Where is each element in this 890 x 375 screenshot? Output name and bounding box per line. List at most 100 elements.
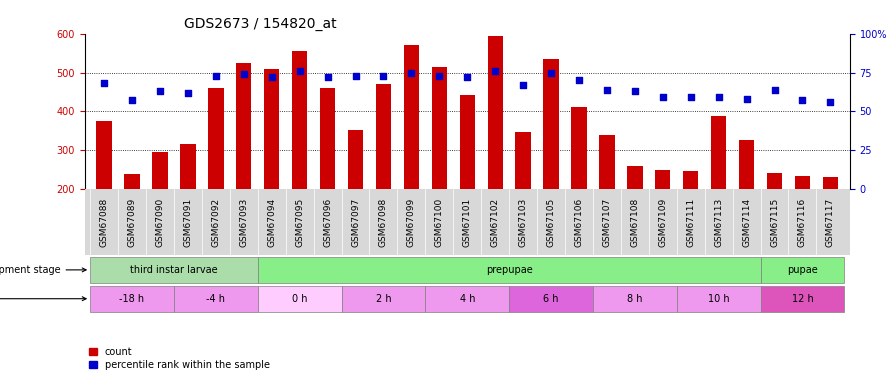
Point <box>181 90 195 96</box>
Text: GSM67102: GSM67102 <box>490 198 499 247</box>
Text: GSM67095: GSM67095 <box>295 198 304 247</box>
Text: GSM67094: GSM67094 <box>267 198 276 247</box>
Point <box>572 77 587 83</box>
Text: GSM67098: GSM67098 <box>379 198 388 247</box>
Point <box>767 87 781 93</box>
FancyBboxPatch shape <box>258 257 761 283</box>
FancyBboxPatch shape <box>676 286 761 312</box>
Point <box>348 73 362 79</box>
Text: GSM67117: GSM67117 <box>826 198 835 247</box>
Bar <box>264 69 279 189</box>
Bar <box>348 130 363 189</box>
FancyBboxPatch shape <box>761 257 845 283</box>
FancyBboxPatch shape <box>761 286 845 312</box>
Bar <box>292 51 307 189</box>
Point <box>600 87 614 93</box>
Text: GSM67101: GSM67101 <box>463 198 472 247</box>
Point <box>684 94 698 100</box>
FancyBboxPatch shape <box>509 286 593 312</box>
Point <box>823 99 837 105</box>
Text: GSM67097: GSM67097 <box>351 198 360 247</box>
Text: 4 h: 4 h <box>459 294 475 304</box>
Text: GSM67111: GSM67111 <box>686 198 695 247</box>
Text: GDS2673 / 154820_at: GDS2673 / 154820_at <box>184 17 336 32</box>
FancyBboxPatch shape <box>258 286 342 312</box>
Bar <box>125 174 140 189</box>
FancyBboxPatch shape <box>90 286 174 312</box>
Text: development stage: development stage <box>0 265 86 275</box>
Text: 10 h: 10 h <box>708 294 730 304</box>
Text: pupae: pupae <box>787 265 818 275</box>
Text: GSM67106: GSM67106 <box>574 198 584 247</box>
Bar <box>515 132 530 189</box>
Bar <box>683 171 699 189</box>
Point <box>376 73 391 79</box>
Point <box>293 68 307 74</box>
FancyBboxPatch shape <box>425 286 509 312</box>
Point <box>237 71 251 77</box>
Bar <box>795 176 810 189</box>
Bar <box>432 67 447 189</box>
Bar <box>599 135 615 189</box>
Legend: count, percentile rank within the sample: count, percentile rank within the sample <box>89 347 270 370</box>
Text: GSM67093: GSM67093 <box>239 198 248 247</box>
Point <box>125 98 139 104</box>
Text: GSM67088: GSM67088 <box>100 198 109 247</box>
FancyBboxPatch shape <box>90 257 258 283</box>
Text: 0 h: 0 h <box>292 294 307 304</box>
Bar <box>711 116 726 189</box>
Text: -4 h: -4 h <box>206 294 225 304</box>
Bar <box>739 140 755 189</box>
Text: GSM67109: GSM67109 <box>659 198 668 247</box>
Point <box>796 98 810 104</box>
Bar <box>767 173 782 189</box>
Point <box>460 74 474 80</box>
Bar <box>376 84 391 189</box>
Text: 8 h: 8 h <box>627 294 643 304</box>
Bar <box>822 177 838 189</box>
Text: GSM67100: GSM67100 <box>435 198 444 247</box>
Text: GSM67103: GSM67103 <box>519 198 528 247</box>
Text: GSM67096: GSM67096 <box>323 198 332 247</box>
Point <box>711 94 725 100</box>
Text: GSM67090: GSM67090 <box>156 198 165 247</box>
Text: 6 h: 6 h <box>543 294 559 304</box>
Point <box>404 69 418 75</box>
Text: GSM67107: GSM67107 <box>603 198 611 247</box>
FancyBboxPatch shape <box>342 286 425 312</box>
Text: GSM67108: GSM67108 <box>630 198 639 247</box>
Text: GSM67099: GSM67099 <box>407 198 416 247</box>
Point <box>153 88 167 94</box>
FancyBboxPatch shape <box>593 286 676 312</box>
Point <box>740 96 754 102</box>
Point <box>320 74 335 80</box>
Point <box>97 80 111 86</box>
Point <box>433 73 447 79</box>
Bar <box>181 144 196 189</box>
Bar <box>488 36 503 189</box>
Bar <box>208 88 223 189</box>
Bar <box>544 58 559 189</box>
Bar <box>571 108 587 189</box>
Bar <box>627 166 643 189</box>
Text: 2 h: 2 h <box>376 294 392 304</box>
Text: time: time <box>0 294 86 304</box>
Point <box>544 69 558 75</box>
Point <box>516 82 530 88</box>
Text: 12 h: 12 h <box>791 294 813 304</box>
Text: GSM67113: GSM67113 <box>714 198 724 247</box>
Text: GSM67091: GSM67091 <box>183 198 192 247</box>
Bar <box>459 95 475 189</box>
Bar <box>404 45 419 189</box>
Text: GSM67115: GSM67115 <box>770 198 779 247</box>
Text: GSM67114: GSM67114 <box>742 198 751 247</box>
Bar <box>152 152 167 189</box>
Text: GSM67089: GSM67089 <box>127 198 136 247</box>
Text: GSM67116: GSM67116 <box>798 198 807 247</box>
Point <box>488 68 502 74</box>
Text: GSM67105: GSM67105 <box>546 198 555 247</box>
Bar <box>236 63 252 189</box>
Bar <box>655 170 670 189</box>
Bar <box>320 88 336 189</box>
Text: third instar larvae: third instar larvae <box>130 265 218 275</box>
